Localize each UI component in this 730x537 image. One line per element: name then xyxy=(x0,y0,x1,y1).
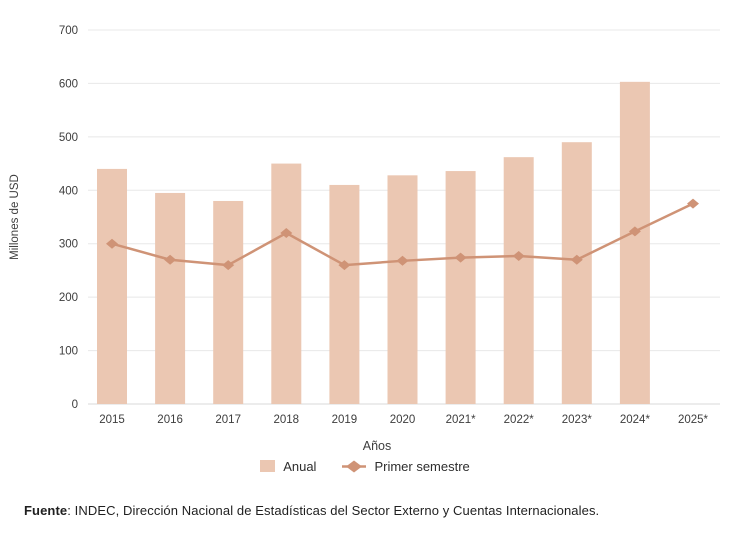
y-tick-label-100: 100 xyxy=(59,346,78,358)
source-label: Fuente xyxy=(24,503,68,518)
bar-2016 xyxy=(155,192,186,404)
x-tick-label-2016: 2016 xyxy=(157,414,183,426)
legend-label-anual: Anual xyxy=(283,458,317,474)
x-tick-label-2021*: 2021* xyxy=(446,414,477,426)
x-tick-label-2022*: 2022* xyxy=(504,414,535,426)
legend-item-primer-semestre: Primer semestre xyxy=(342,458,470,474)
x-tick-label-2018: 2018 xyxy=(274,414,300,426)
x-tick-label-2020: 2020 xyxy=(390,414,416,426)
y-axis-title: Millones de USD xyxy=(9,174,21,260)
x-tick-label-2024*: 2024* xyxy=(620,414,651,426)
marker-2015 xyxy=(106,238,118,249)
y-tick-label-200: 200 xyxy=(59,292,78,304)
y-tick-label-300: 300 xyxy=(59,239,78,251)
marker-2016 xyxy=(164,254,177,265)
bar-2017 xyxy=(213,200,244,404)
marker-2020 xyxy=(396,255,409,266)
bar-2020 xyxy=(387,175,418,404)
x-tick-label-2017: 2017 xyxy=(215,414,241,426)
legend-label-primer-semestre: Primer semestre xyxy=(374,458,470,474)
bar-2015 xyxy=(97,168,127,404)
marker-2024* xyxy=(628,226,641,237)
bar-2018 xyxy=(271,163,302,404)
bar-2022* xyxy=(503,157,534,404)
y-tick-label-500: 500 xyxy=(59,132,78,144)
marker-2022* xyxy=(512,251,525,262)
x-tick-label-2025*: 2025* xyxy=(678,414,709,426)
marker-2023* xyxy=(570,254,583,265)
bar-2023* xyxy=(561,142,592,404)
source-text: : INDEC, Dirección Nacional de Estadísti… xyxy=(67,503,600,518)
marker-2018 xyxy=(280,228,293,239)
chart-legend: Anual Primer semestre xyxy=(0,454,730,478)
chart-canvas: 0 100 200 300 400 500 600 700 Millones de USD 201… xyxy=(9,25,720,452)
diamond-marker-icon xyxy=(342,460,367,472)
x-tick-label-2019: 2019 xyxy=(332,414,358,426)
y-tick-label-700: 700 xyxy=(59,25,78,37)
source-note: Fuente: INDEC, Dirección Nacional de Est… xyxy=(24,503,599,518)
x-tick-label-2015: 2015 xyxy=(99,414,125,426)
bar-2021* xyxy=(445,171,476,404)
bar-swatch-icon xyxy=(260,460,276,472)
bar-2019 xyxy=(329,184,360,404)
marker-2017 xyxy=(222,260,235,271)
marker-2019 xyxy=(338,260,351,271)
y-tick-label-0: 0 xyxy=(72,399,78,411)
y-tick-label-400: 400 xyxy=(59,185,78,197)
y-tick-label-600: 600 xyxy=(59,78,78,90)
marker-2025* xyxy=(687,198,699,209)
bar-2024* xyxy=(619,81,650,404)
x-tick-label-2023*: 2023* xyxy=(562,414,593,426)
x-axis-title: Años xyxy=(363,439,392,452)
marker-2021* xyxy=(454,252,467,263)
legend-item-anual: Anual xyxy=(260,459,316,474)
